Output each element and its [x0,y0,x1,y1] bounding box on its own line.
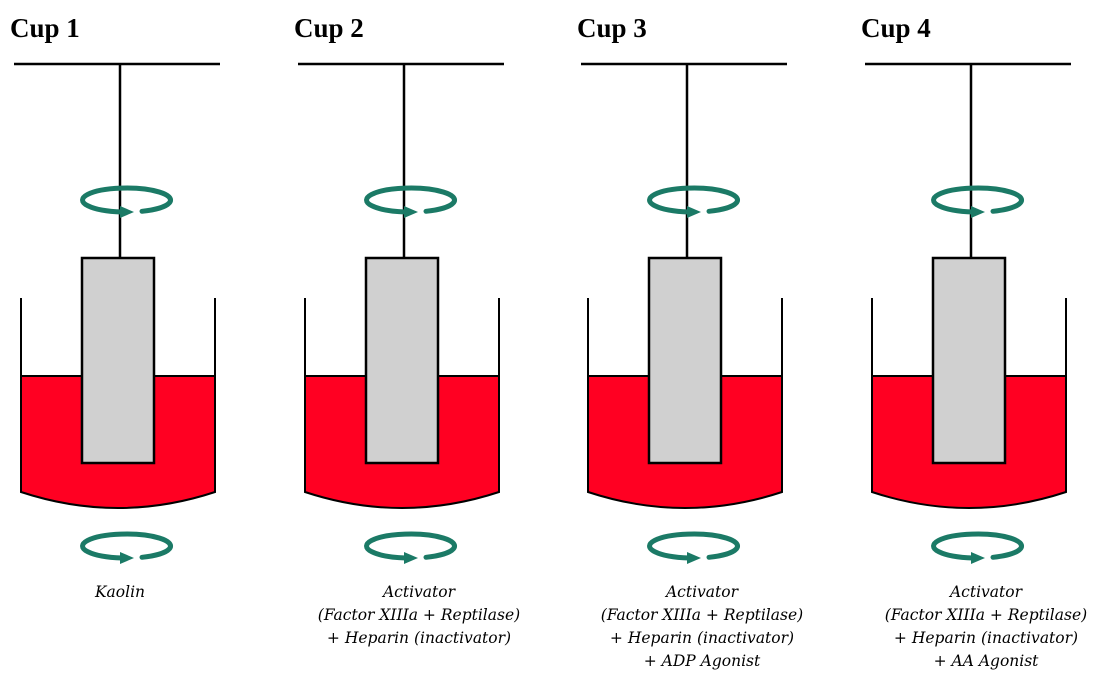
cup-label: (Factor XIIIa + Reptilase) [318,606,520,624]
cup-title: Cup 2 [294,13,364,43]
rotation-arrow [931,531,1025,561]
rotation-arrow [647,185,741,215]
cup-title: Cup 3 [577,13,647,43]
cup-label: Kaolin [94,583,145,601]
cup-label: + Heparin (inactivator) [610,629,794,647]
plunger [80,256,156,465]
rotation-arrow [364,185,458,215]
arrow-head [687,206,701,218]
arrow-head [120,552,134,564]
cup-title: Cup 1 [10,13,80,43]
rotation-arrow [80,531,174,561]
cup-label: Activator [664,583,740,601]
arrow-head [687,552,701,564]
plunger [647,256,723,465]
cup-label: (Factor XIIIa + Reptilase) [885,606,1087,624]
arrow-head [971,552,985,564]
cup-label: + Heparin (inactivator) [894,629,1078,647]
cup-group: Cup 4 Activator (Factor XIIIa + Reptilase)… [861,13,1087,670]
cup-label: Activator [381,583,457,601]
cup-group: Cup 2 Activator (Factor XIIIa + Reptilase)… [294,13,520,647]
cup-group: Cup 1 Kaolin [10,13,220,601]
cup-title: Cup 4 [861,13,931,43]
rotation-arrow [364,531,458,561]
rotation-arrow [931,185,1025,215]
plunger [931,256,1007,465]
rotation-arrow [80,185,174,215]
cup-label: (Factor XIIIa + Reptilase) [601,606,803,624]
cup-group: Cup 3 Activator (Factor XIIIa + Reptilase)… [577,13,803,670]
arrow-head [971,206,985,218]
arrow-head [120,206,134,218]
cup-label: + Heparin (inactivator) [327,629,511,647]
plunger [364,256,440,465]
arrow-head [404,206,418,218]
cup-label: + AA Agonist [934,652,1040,670]
cup-label: + ADP Agonist [644,652,761,670]
arrow-head [404,552,418,564]
cup-label: Activator [948,583,1024,601]
rotation-arrow [647,531,741,561]
